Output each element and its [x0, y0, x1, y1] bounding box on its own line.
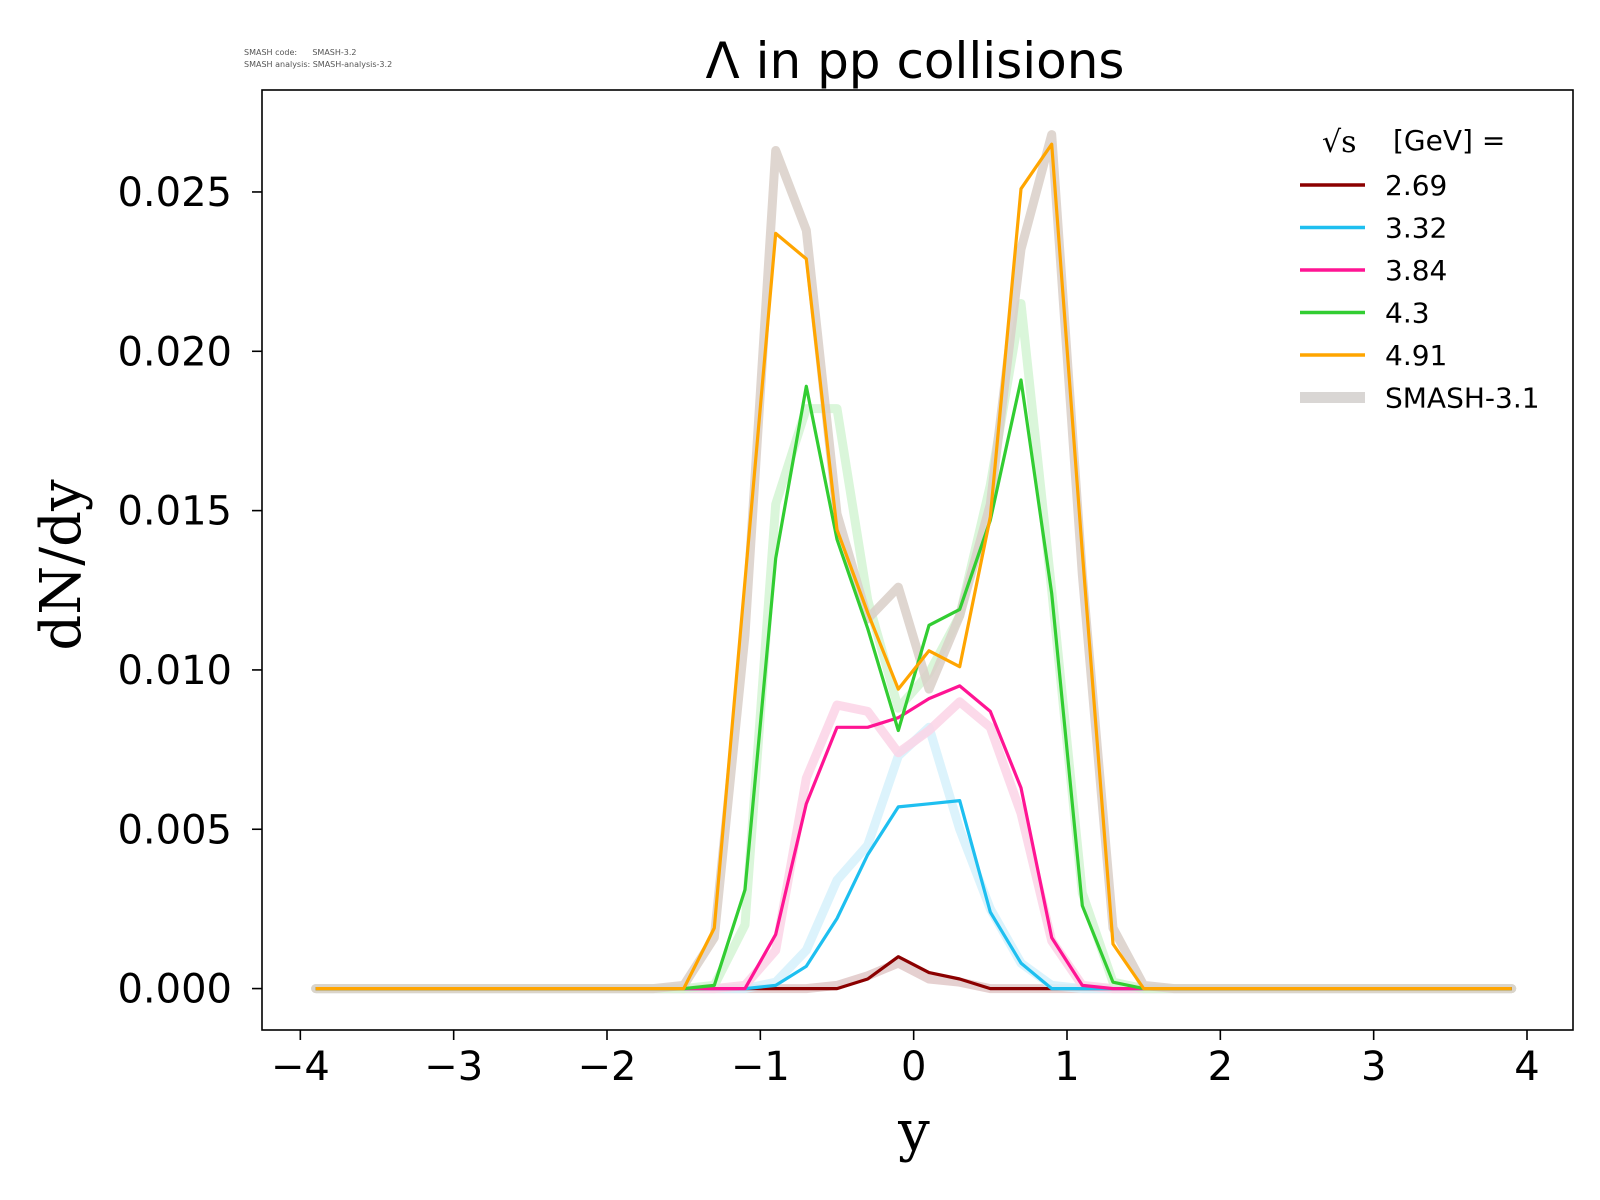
axes: −4 −3 −2 −1 0 1 2 3 4 0.000 0.005 0.010 0.015 0.020 0.…	[117, 89, 1574, 1090]
legend-label: SMASH-3.1	[1385, 382, 1540, 415]
x-tick-label: 2	[1208, 1044, 1233, 1090]
legend: √s [GeV] = 2.69 3.32 3.84 4.3 4.91 SMASH-3.1	[1300, 124, 1540, 415]
legend-label: 4.91	[1385, 339, 1447, 372]
series-line-3-32	[315, 798, 1512, 991]
y-tick-label: 0.010	[117, 648, 232, 694]
x-tick-label: −1	[731, 1044, 790, 1090]
legend-label: 3.32	[1385, 212, 1447, 245]
plot-area	[311, 130, 1517, 994]
smash-analysis-version: SMASH analysis: SMASH-analysis-3.2	[244, 60, 393, 69]
smash-code-version: SMASH code: SMASH-3.2	[244, 48, 357, 57]
axes-frame	[261, 89, 1574, 1031]
x-tick-label: 0	[901, 1044, 926, 1090]
x-tick-label: −4	[271, 1044, 330, 1090]
series-ref-3-32	[311, 722, 1517, 994]
series-line-3-84	[315, 684, 1512, 991]
series-ref-4-91	[311, 130, 1517, 994]
x-tick-label: −3	[424, 1044, 483, 1090]
y-tick-label: 0.025	[117, 170, 232, 216]
series-ref-3-84	[311, 697, 1517, 994]
chart-title: Λ in pp collisions	[706, 32, 1125, 90]
y-tick-label: 0.020	[117, 329, 232, 375]
legend-title: [GeV] =	[1393, 124, 1505, 157]
x-axis-label: y	[897, 1099, 930, 1164]
legend-label: 4.3	[1385, 297, 1430, 330]
x-tick-label: 1	[1054, 1044, 1079, 1090]
y-tick-label: 0.000	[117, 967, 232, 1013]
x-tick-label: 3	[1361, 1044, 1386, 1090]
x-tick-label: 4	[1514, 1044, 1539, 1090]
x-tick-label: −2	[578, 1044, 637, 1090]
legend-label: 3.84	[1385, 254, 1447, 287]
y-tick-label: 0.015	[117, 489, 232, 535]
legend-label: 2.69	[1385, 169, 1447, 202]
legend-title-symbol: √s	[1322, 125, 1357, 160]
y-axis-label: dN/dy	[29, 479, 94, 651]
series-line-4-91	[315, 142, 1512, 991]
y-tick-label: 0.005	[117, 807, 232, 853]
